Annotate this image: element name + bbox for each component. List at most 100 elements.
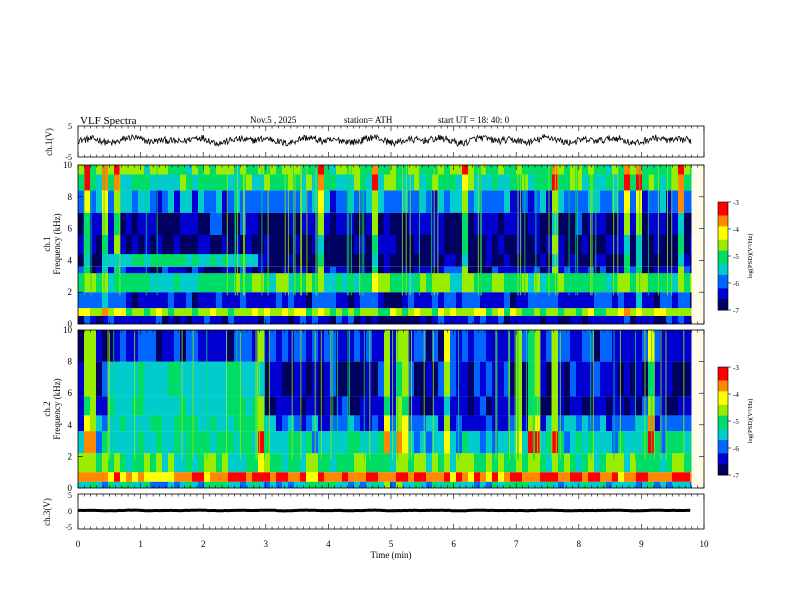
spectrogram-cell [678, 316, 684, 324]
spectrogram-cell [474, 235, 480, 255]
spectrogram-cell [96, 273, 102, 293]
spectrogram-cell [258, 266, 264, 274]
spectrogram-cell [396, 174, 402, 191]
spectrogram-cell [306, 254, 312, 267]
spectrogram-cell [438, 174, 444, 191]
spectrogram-cell [462, 361, 468, 397]
spectrogram-cell [366, 212, 372, 235]
spectrogram-cell [666, 330, 672, 362]
spectrogram-cell [312, 190, 318, 213]
ch1-spectrogram-xticks [77, 165, 705, 324]
spectrogram-cell [432, 235, 438, 255]
spectrogram-cell [546, 308, 552, 316]
spectrogram-cell [582, 330, 588, 362]
colorbar-segment [718, 237, 728, 241]
spectrogram-cell [312, 308, 318, 316]
spectrogram-cell [480, 292, 486, 309]
spectrogram-cell [600, 273, 606, 293]
spectrogram-cell [156, 235, 162, 255]
spectrogram-cell [672, 308, 678, 316]
spectrogram-cell [564, 308, 570, 316]
spectrogram-cell [336, 308, 342, 316]
spectrogram-cell [222, 292, 228, 309]
spectrogram-cell [558, 174, 564, 191]
spectrogram-cell [96, 396, 102, 416]
spectrogram-cell [606, 316, 612, 324]
spectrogram-cell [204, 472, 210, 482]
spectrogram-cell [402, 415, 408, 432]
spectrogram-cell [240, 453, 246, 473]
spectrogram-cell [126, 254, 132, 267]
spectrogram-cell [570, 254, 576, 267]
spectrogram-cell [414, 212, 420, 235]
spectrogram-cell [96, 330, 102, 362]
spectrogram-cell [690, 316, 692, 324]
spectrogram-cell [150, 481, 156, 488]
spectrogram-cell [666, 415, 672, 432]
spectrogram-cell [684, 396, 690, 416]
spectrogram-cell [606, 396, 612, 416]
spectrogram-cell [222, 330, 228, 362]
spectrogram-cell [204, 254, 210, 267]
spectrogram-cell [612, 396, 618, 416]
spectrogram-cell [396, 361, 402, 397]
spectrogram-cell [516, 472, 522, 482]
spectrogram-cell [300, 190, 306, 213]
spectrogram-cell [120, 361, 126, 397]
spectrogram-cell [210, 292, 216, 309]
ch1-spectrogram-channel-label: ch.1 [42, 236, 52, 251]
spectrogram-cell [600, 330, 606, 362]
spectrogram-cell [390, 235, 396, 255]
spectrogram-cell [306, 361, 312, 397]
spectrogram-cell [336, 361, 342, 397]
colorbar-segment [718, 466, 728, 471]
spectrogram-cell [540, 254, 546, 267]
spectrogram-cell [432, 316, 438, 324]
spectrogram-cell [354, 472, 360, 482]
spectrogram-cell [438, 165, 444, 175]
spectrogram-cell [384, 472, 390, 482]
spectrogram-cell [282, 453, 288, 473]
spectrogram-cell [672, 481, 678, 488]
spectrogram-cell [222, 165, 228, 175]
spectrogram-cell [414, 453, 420, 473]
spectrogram-cell [306, 212, 312, 235]
spectrogram-cell [558, 453, 564, 473]
spectrogram-cell [144, 361, 150, 397]
spectrogram-cell [510, 316, 516, 324]
spectrogram-cell [96, 212, 102, 235]
spectrogram-cell [210, 330, 216, 362]
spectrogram-cell [216, 235, 222, 255]
spectrogram-cell [126, 330, 132, 362]
spectrogram-cell [174, 330, 180, 362]
spectrogram-cell [408, 212, 414, 235]
spectrogram-cell [624, 415, 630, 432]
spectrogram-cell [528, 254, 534, 267]
spectrogram-cell [378, 453, 384, 473]
spectrogram-cell [450, 273, 456, 293]
spectrogram-cell [624, 481, 630, 488]
spectrogram-cell [426, 481, 432, 488]
spectrogram-cell [150, 472, 156, 482]
spectrogram-cell [264, 316, 270, 324]
spectrogram-cell [480, 396, 486, 416]
spectrogram-cell [636, 190, 642, 213]
spectrogram-cell [492, 361, 498, 397]
spectrogram-cell [462, 481, 468, 488]
spectrogram-cell [450, 292, 456, 309]
spectrogram-cell [294, 396, 300, 416]
spectrogram-cell [162, 190, 168, 213]
spectrogram-cell [606, 165, 612, 175]
spectrogram-cell [324, 361, 330, 397]
spectrogram-cell [348, 361, 354, 397]
spectrogram-cell [618, 453, 624, 473]
spectrogram-cell [474, 174, 480, 191]
spectrogram-cell [102, 165, 108, 175]
spectrogram-cell [108, 165, 114, 175]
spectrogram-cell [630, 472, 636, 482]
spectrogram-cell [330, 308, 336, 316]
spectrogram-cell [456, 235, 462, 255]
spectrogram-cell [528, 165, 534, 175]
colorbar-segment [718, 215, 728, 219]
